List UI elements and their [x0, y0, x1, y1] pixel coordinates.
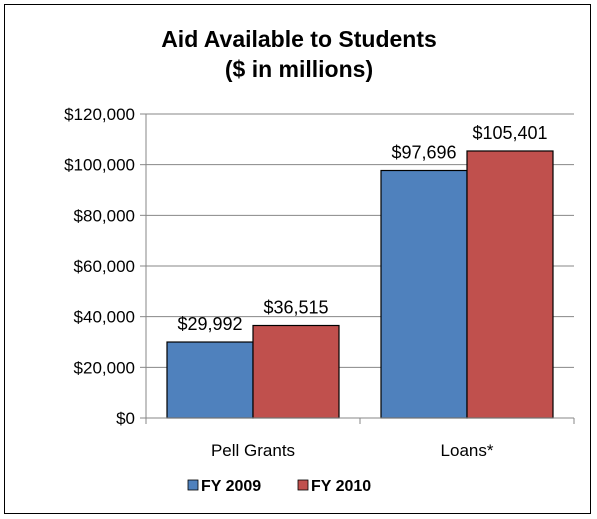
y-tick-label: $20,000 [74, 358, 135, 377]
x-category-label: Pell Grants [211, 441, 295, 460]
y-tick-label: $0 [116, 409, 135, 428]
y-tick-label: $40,000 [74, 308, 135, 327]
bar [166, 341, 254, 419]
legend: FY 2009 FY 2010 [187, 478, 371, 495]
bar [380, 169, 468, 419]
legend-swatch [297, 479, 309, 491]
legend-label: FY 2010 [311, 478, 371, 495]
chart-title-line-1: Aid Available to Students [161, 26, 437, 52]
axes: $0 $20,000 $40,000 $60,000 $80,000 $100,000 $1… [64, 105, 575, 460]
bars [166, 150, 554, 419]
y-tick-label: $60,000 [74, 257, 135, 276]
bar [466, 150, 554, 419]
bar [252, 324, 340, 419]
data-label: $36,515 [263, 297, 328, 317]
chart-title-line-2: ($ in millions) [225, 56, 373, 82]
legend-swatch [187, 479, 199, 491]
y-tick-label: $120,000 [64, 105, 135, 124]
y-tick-label: $100,000 [64, 156, 135, 175]
data-labels: $29,992 $36,515 $97,696 $105,401 [177, 123, 547, 334]
data-label: $97,696 [391, 143, 456, 163]
y-tick-label: $80,000 [74, 206, 135, 225]
data-label: $105,401 [472, 123, 547, 143]
legend-label: FY 2009 [201, 478, 261, 495]
data-label: $29,992 [177, 314, 242, 334]
x-category-label: Loans* [441, 441, 494, 460]
